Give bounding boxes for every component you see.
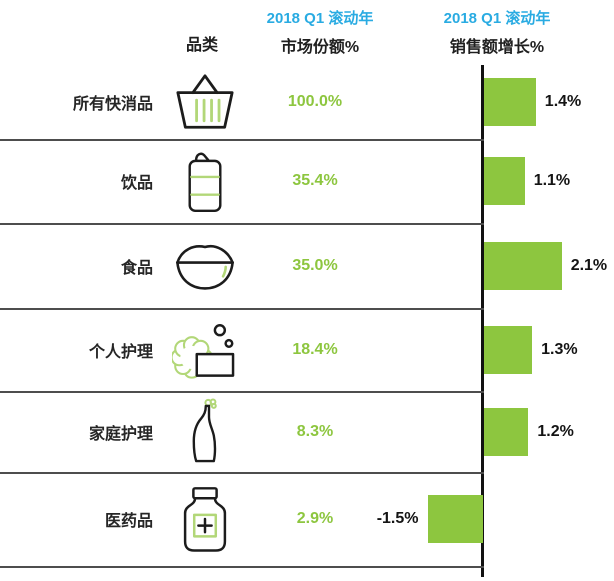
row-divider	[0, 308, 484, 310]
growth-value: 1.1%	[533, 172, 571, 189]
market-share-value: 2.9%	[296, 510, 334, 527]
soap-icon	[172, 323, 235, 379]
market-share-value: 8.3%	[296, 422, 334, 440]
table-row: 所有快消品 100.0% 1.4%	[0, 65, 614, 139]
medicine-bottle-icon	[183, 487, 227, 552]
row-divider	[0, 139, 484, 141]
table-row: 个人护理 18.4% 1.3%	[0, 308, 614, 391]
table-row: 食品 35.0% 2.1%	[0, 223, 614, 308]
growth-value: 1.4%	[544, 93, 582, 110]
growth-bar	[484, 157, 525, 205]
growth-value: 1.2%	[537, 422, 574, 440]
growth-bar	[484, 78, 536, 126]
growth-bar	[484, 407, 529, 456]
growth-value: 2.1%	[570, 256, 608, 274]
column-header-market-share: 2018 Q1 滚动年 市场份额%	[245, 7, 395, 57]
category-label: 家庭护理	[88, 425, 153, 443]
row-divider	[0, 223, 484, 225]
category-label: 食品	[120, 259, 153, 277]
column-header-category: 品类	[152, 31, 252, 55]
column-header-sales-growth: 2018 Q1 滚动年 销售额增长%	[420, 7, 574, 57]
category-label: 个人护理	[88, 343, 153, 361]
market-share-value: 35.4%	[292, 172, 338, 189]
growth-metric-label: 销售额增长%	[449, 39, 545, 56]
row-divider	[0, 472, 484, 474]
category-column-title: 品类	[185, 37, 218, 54]
market-share-value: 18.4%	[292, 340, 338, 358]
row-divider	[0, 566, 484, 568]
growth-bar	[484, 241, 562, 290]
growth-bar	[484, 325, 533, 374]
detergent-bottle-icon	[192, 398, 217, 463]
category-label: 饮品	[120, 175, 153, 192]
market-share-value: 100.0%	[287, 93, 343, 110]
table-row: 饮品 35.4% 1.1%	[0, 139, 614, 223]
rice-bowl-icon	[176, 244, 234, 290]
category-label: 所有快消品	[72, 96, 153, 113]
basket-icon	[176, 74, 234, 129]
beverage-can-icon	[188, 152, 222, 212]
table-row: 家庭护理 8.3% 1.2%	[0, 391, 614, 472]
zero-axis-line	[481, 65, 484, 577]
market-share-value: 35.0%	[292, 256, 338, 274]
share-metric-label: 市场份额%	[280, 39, 360, 56]
category-label: 医药品	[104, 513, 153, 530]
growth-value: -1.5%	[376, 510, 419, 527]
table-row: 医药品 2.9% -1.5%	[0, 472, 614, 566]
growth-bar	[427, 495, 483, 543]
growth-value: 1.3%	[541, 340, 578, 358]
row-divider	[0, 391, 484, 393]
growth-period-label: 2018 Q1 滚动年	[443, 10, 551, 27]
share-period-label: 2018 Q1 滚动年	[266, 10, 374, 27]
